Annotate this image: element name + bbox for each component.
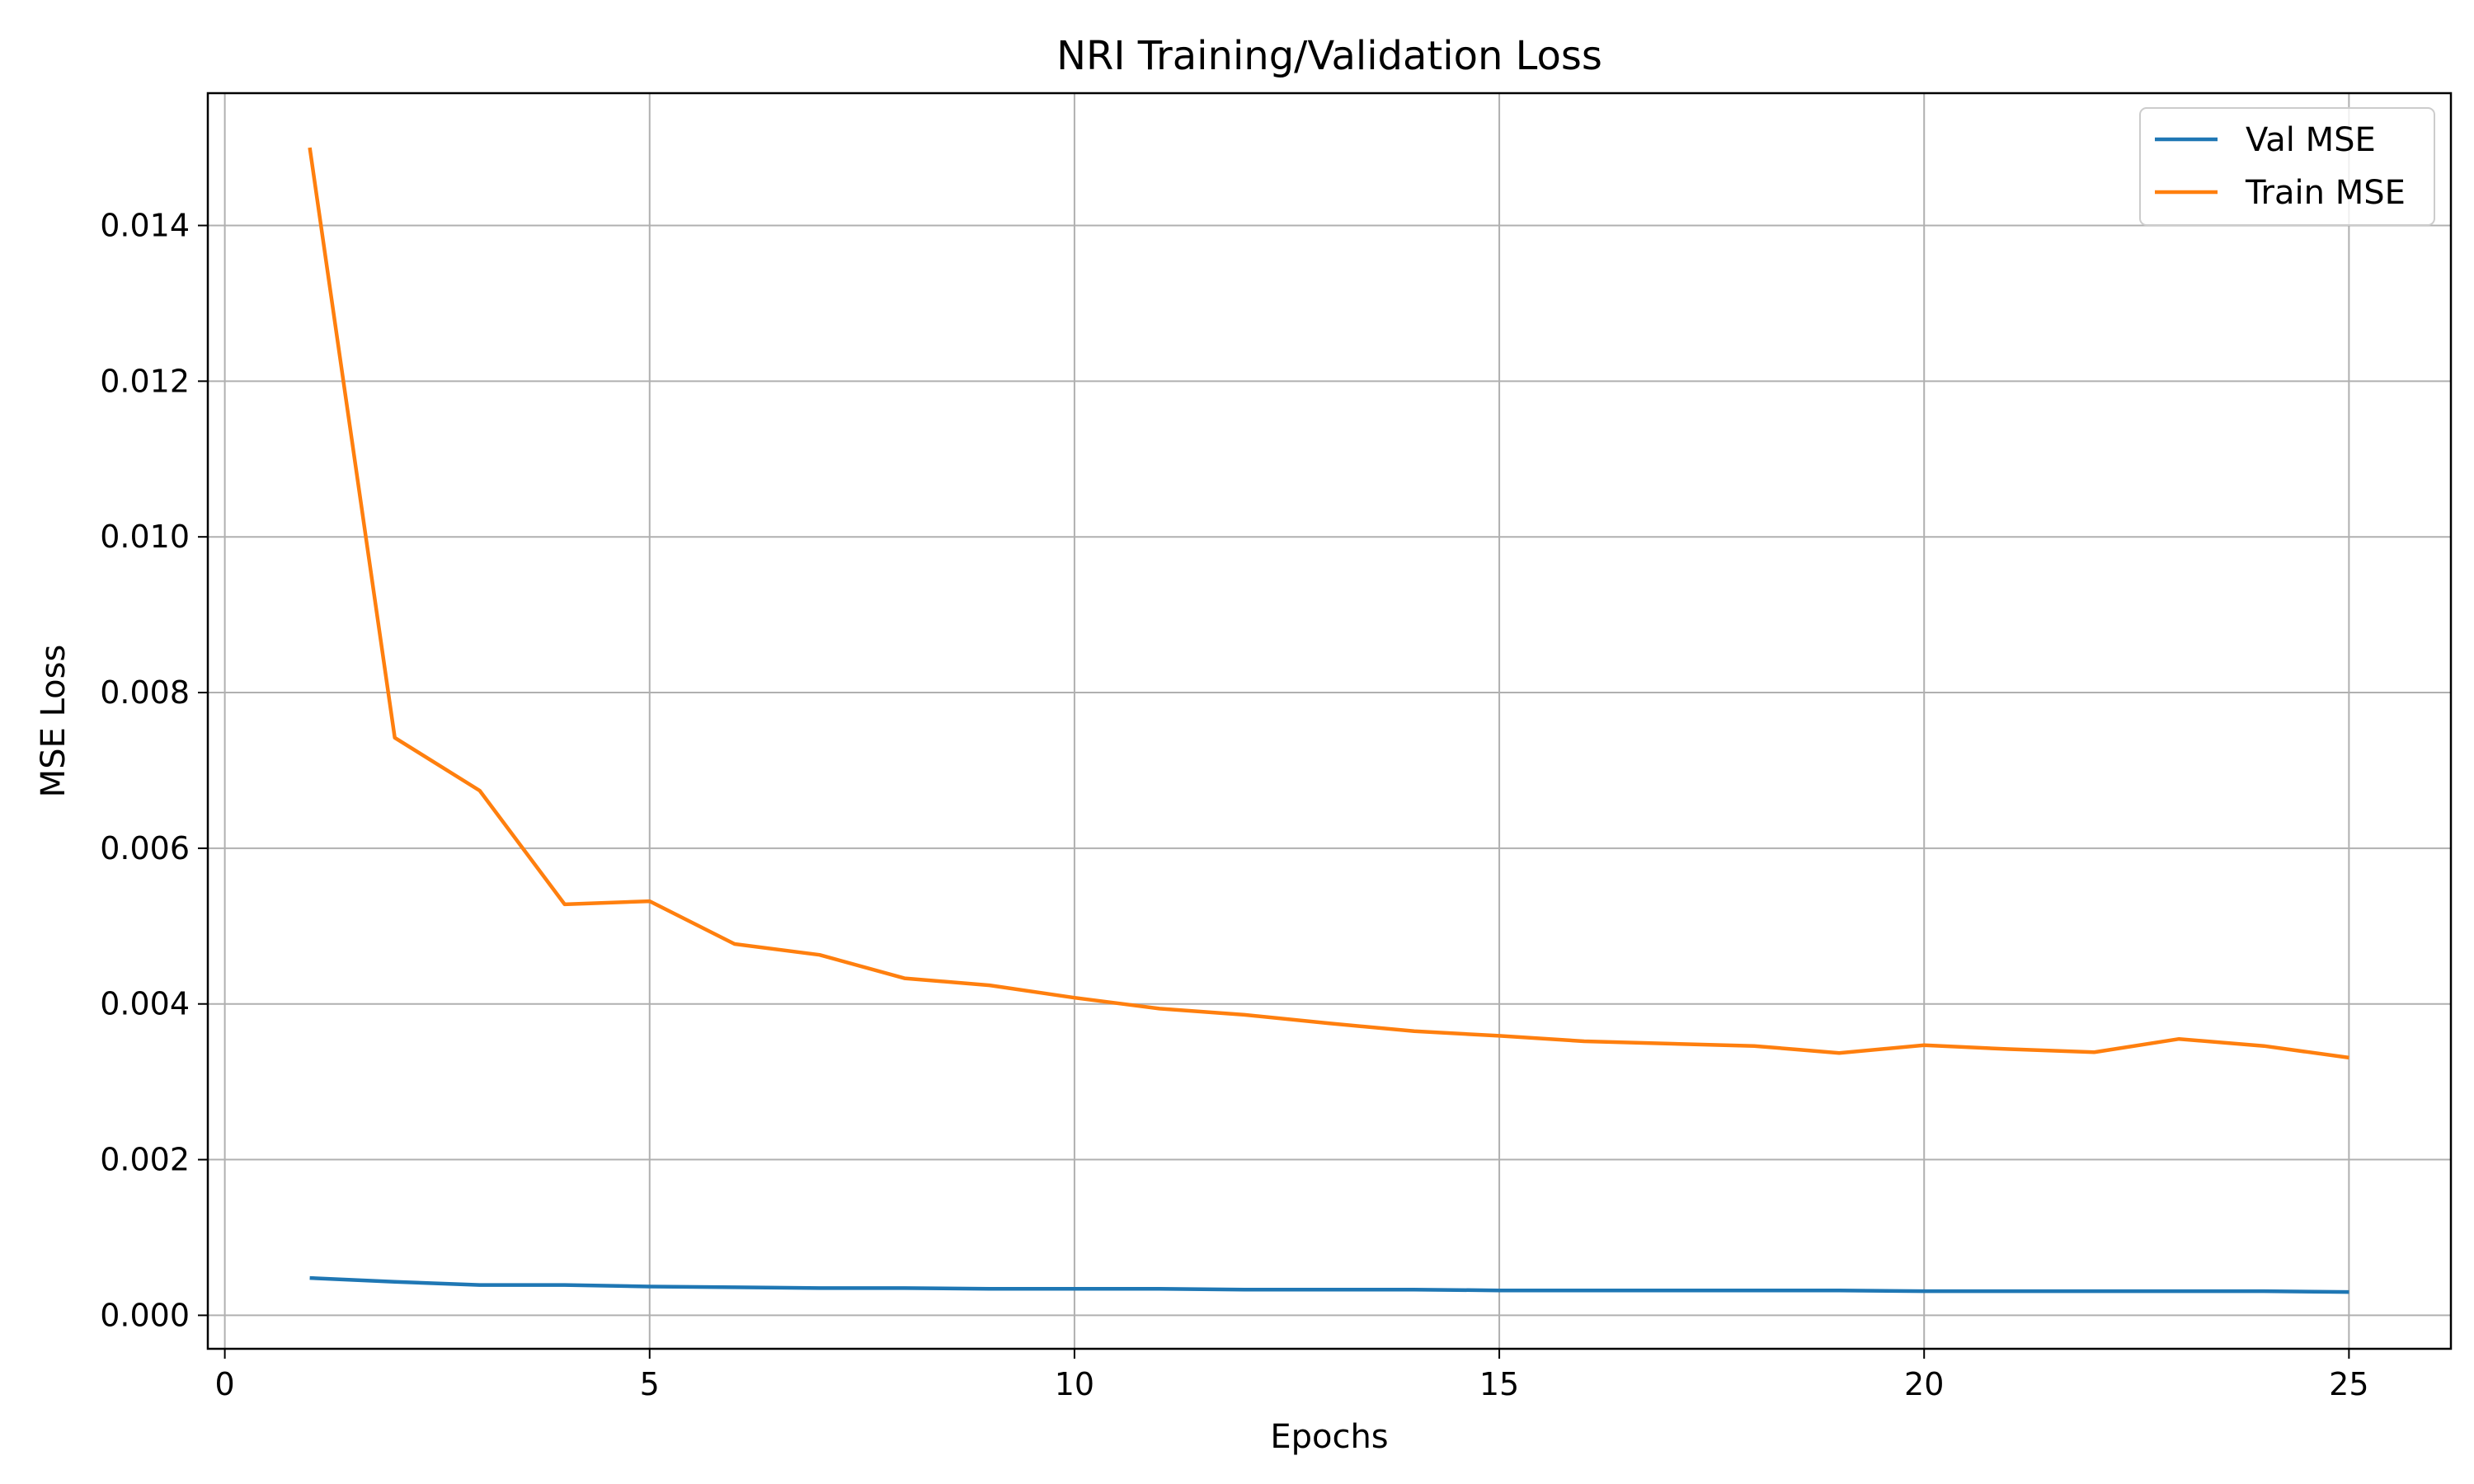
grid bbox=[208, 93, 2451, 1349]
y-axis-label: MSE Loss bbox=[35, 645, 73, 798]
y-tick-label: 0.000 bbox=[100, 1297, 190, 1333]
y-tick-label: 0.008 bbox=[100, 674, 190, 711]
legend-label-val-mse: Val MSE bbox=[2246, 121, 2376, 159]
y-tick-label: 0.006 bbox=[100, 830, 190, 866]
x-tick-label: 10 bbox=[1055, 1366, 1094, 1402]
legend-label-train-mse: Train MSE bbox=[2245, 174, 2406, 212]
y-tick-label: 0.010 bbox=[100, 519, 190, 555]
x-tick-label: 20 bbox=[1904, 1366, 1944, 1402]
x-axis-label: Epochs bbox=[1270, 1418, 1388, 1456]
x-tick-label: 0 bbox=[215, 1366, 235, 1402]
x-tick-label: 5 bbox=[640, 1366, 660, 1402]
x-tick-label: 15 bbox=[1479, 1366, 1519, 1402]
x-axis-ticks: 0 5 10 15 20 25 bbox=[215, 1349, 2369, 1402]
y-axis-ticks: 0.000 0.002 0.004 0.006 0.008 0.010 0.012 0.014 bbox=[100, 208, 208, 1333]
legend: Val MSE Train MSE bbox=[2139, 107, 2435, 226]
y-tick-label: 0.014 bbox=[100, 208, 190, 244]
series-line-train-mse bbox=[308, 147, 2349, 1060]
x-tick-label: 25 bbox=[2329, 1366, 2368, 1402]
series-line-val-mse bbox=[309, 1275, 2349, 1294]
legend-box bbox=[2139, 107, 2435, 226]
plot-frame bbox=[206, 92, 2453, 1350]
y-tick-label: 0.012 bbox=[100, 363, 190, 399]
y-tick-label: 0.002 bbox=[100, 1142, 190, 1178]
chart-title: NRI Training/Validation Loss bbox=[1056, 33, 1602, 79]
series-layer bbox=[308, 147, 2349, 1294]
y-tick-label: 0.004 bbox=[100, 986, 190, 1022]
